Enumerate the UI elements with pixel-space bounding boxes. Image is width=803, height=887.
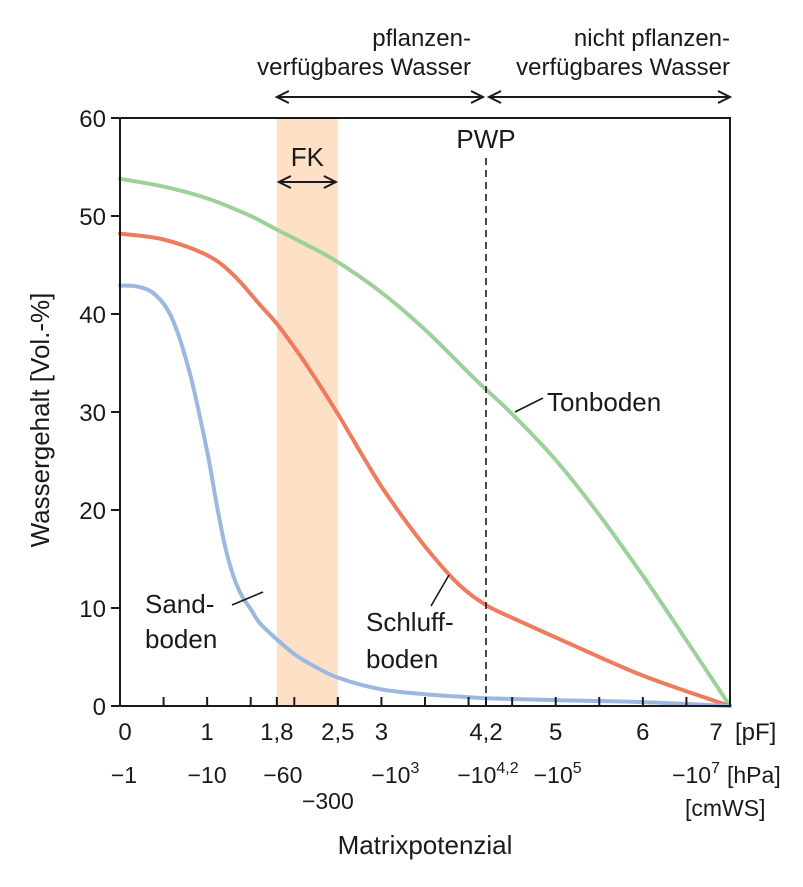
x-tick-label-hpa: −104,2: [457, 760, 518, 788]
x-unit-hpa: [hPa]: [727, 762, 781, 788]
series-label-schluffboden: Schluff-: [366, 607, 454, 637]
x-tick-label-pf: 4,2: [469, 719, 502, 746]
y-tick-label: 0: [93, 694, 106, 721]
y-tick-label: 60: [79, 106, 106, 133]
series-label-tonboden: Tonboden: [547, 387, 661, 417]
x-tick-label-pf: 0: [118, 719, 131, 746]
range-label: verfügbares Wasser: [516, 54, 730, 81]
x-tick-label-pf: 1: [200, 719, 213, 746]
x-tick-label-hpa: −107: [672, 760, 720, 788]
schluffboden-leader: [430, 574, 450, 607]
fk-arrow-right-head: [323, 175, 339, 189]
fk-band: [276, 118, 338, 706]
fk-arrow-left-head: [276, 175, 292, 189]
tonboden-leader: [514, 397, 544, 413]
series-label-sandboden: boden: [145, 624, 217, 654]
x-tick-label-pf: 1,8: [260, 719, 293, 746]
x-axis-label: Matrixpotenzial: [338, 830, 513, 860]
series-label-sandboden: Sand-: [145, 589, 214, 619]
range-arrow-left-head: [486, 90, 502, 104]
series-line-sandboden: [118, 283, 732, 708]
sandboden-leader: [231, 591, 264, 606]
x-tick-label-pf: 7: [709, 719, 722, 746]
pwp-label: PWP: [456, 124, 515, 154]
range-arrow-right-head: [717, 90, 733, 104]
series-label-schluffboden: boden: [366, 644, 438, 674]
range-arrow-left-head: [274, 90, 290, 104]
x-tick-label-pf: 5: [549, 719, 562, 746]
x-tick-label-pf: 2,5: [321, 719, 354, 746]
y-tick-label: 20: [79, 498, 106, 525]
x-tick-label-hpa: −105: [534, 760, 582, 788]
x-tick-label-hpa: −103: [371, 760, 419, 788]
series-line-schluffboden: [118, 231, 732, 708]
y-tick-label: 50: [79, 204, 106, 231]
x-tick-label-pf: 6: [636, 719, 649, 746]
x-unit-pf: [pF]: [735, 719, 776, 746]
y-tick-label: 40: [79, 302, 106, 329]
fk-label: FK: [291, 142, 325, 172]
series-line-tonboden: [118, 176, 732, 708]
x-tick-label-hpa: −300: [302, 788, 354, 814]
range-arrow-right-head: [470, 90, 486, 104]
range-label: pflanzen-: [372, 25, 471, 52]
x-tick-label-hpa: −1: [111, 762, 137, 788]
x-tick-label-hpa: −10: [188, 762, 227, 788]
x-tick-label-hpa: −60: [263, 762, 302, 788]
y-axis-label: Wassergehalt [Vol.-%]: [25, 293, 55, 548]
x-tick-label-pf: 3: [375, 719, 388, 746]
range-label: verfügbares Wasser: [257, 54, 471, 81]
x-unit-cmws: [cmWS]: [685, 795, 766, 821]
range-label: nicht pflanzen-: [574, 25, 730, 52]
y-tick-label: 30: [79, 400, 106, 427]
y-tick-label: 10: [79, 596, 106, 623]
